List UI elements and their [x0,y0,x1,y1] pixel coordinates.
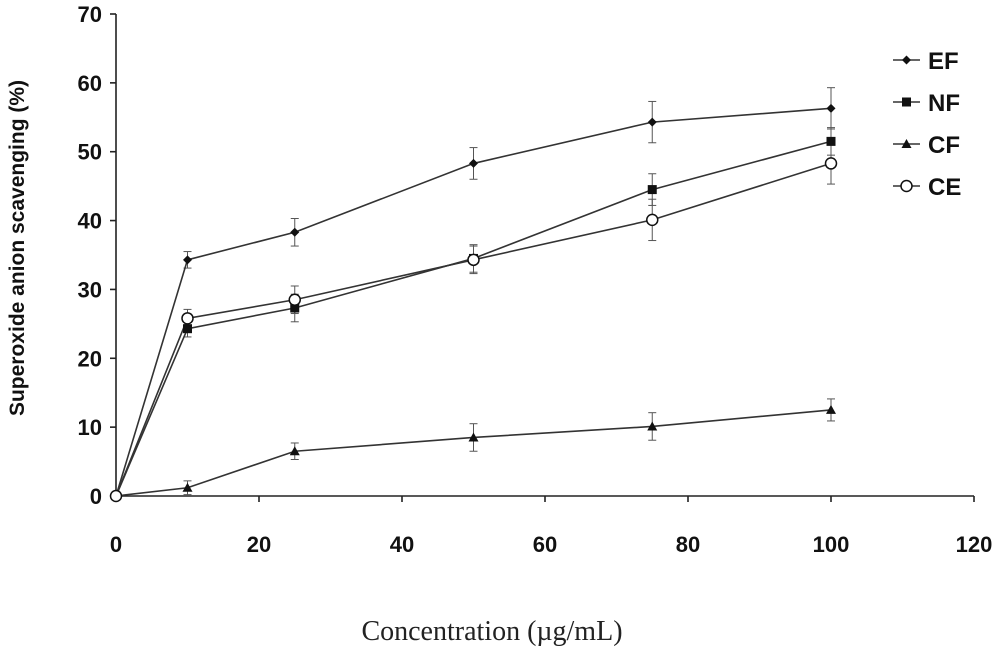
y-tick-label: 10 [78,415,102,440]
x-tick-label: 0 [110,532,122,557]
legend-marker-nf [902,97,911,107]
point-ef [469,158,478,168]
x-tick-label: 60 [533,532,557,557]
x-tick-label: 100 [813,532,850,557]
legend-label-cf: CF [928,132,960,159]
legend-marker-ce [900,179,913,193]
point-nf [290,303,300,313]
y-tick-label: 70 [78,2,102,27]
legend-marker-cf [901,139,912,148]
y-tick-label: 20 [78,346,102,371]
point-nf [183,324,192,334]
y-tick-label: 30 [78,277,102,302]
point-ef [183,255,192,265]
point-cf [182,482,193,492]
y-tick-label: 50 [78,140,102,165]
x-tick-label: 20 [247,532,271,557]
series-line-ef [115,107,832,497]
series-markers [109,103,838,503]
point-ef [647,117,657,127]
axes [110,13,975,502]
x-tick-label: 120 [956,532,993,557]
y-tick-label: 40 [78,209,102,234]
y-axis-label: Superoxide anion scavenging (%) [6,80,29,416]
legend-marker-ef [902,55,911,65]
point-cf [647,421,658,431]
point-ce [646,213,659,227]
error-bars [183,87,835,496]
series-line-cf [115,409,832,497]
point-nf [647,185,657,195]
x-axis-label: Concentration (µg/mL) [361,616,622,647]
point-ce [288,293,301,307]
legend: EF NF CF CE [893,48,961,201]
legend-label-ce: CE [928,174,961,201]
series-lines [115,107,832,497]
point-ce [181,312,194,325]
y-tick-label: 0 [90,484,102,509]
y-tick-label: 60 [78,71,102,96]
x-tick-label: 80 [676,532,700,557]
point-cf [826,404,836,414]
point-ce [824,157,838,170]
x-tick-label: 40 [390,532,414,557]
tick-labels: 0 10 20 30 40 50 60 70 0 20 40 60 80 100 120 [78,2,993,557]
point-nf [826,136,836,146]
legend-label-ef: EF [928,48,959,75]
point-ef [290,227,300,237]
point-cf [468,432,479,442]
series-line-nf [115,140,832,497]
point-cf [289,446,300,456]
point-ef [826,103,836,113]
point-ce [109,489,123,503]
series-line-ce [115,162,832,497]
point-ce [467,253,480,267]
legend-label-nf: NF [928,90,960,117]
